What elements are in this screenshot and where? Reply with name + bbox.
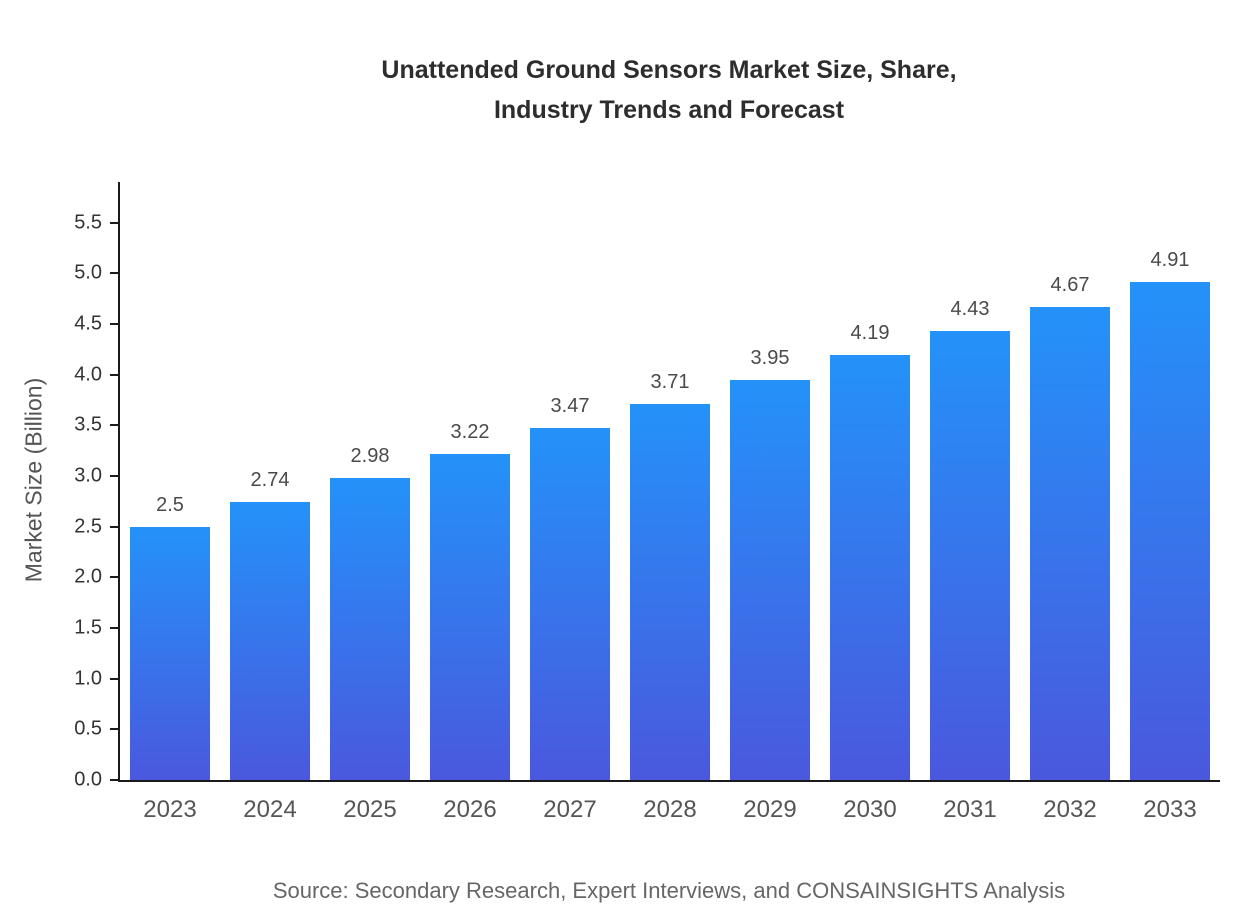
y-tick-label: 4.5 xyxy=(74,312,102,335)
bar xyxy=(1030,306,1110,780)
x-tick-label: 2033 xyxy=(1143,796,1197,823)
y-tick-label: 5.0 xyxy=(74,261,102,284)
y-tick-mark xyxy=(110,779,118,781)
y-tick-mark xyxy=(110,424,118,427)
bar-group: 2.74 2024 xyxy=(220,182,320,823)
y-tick-label: 4.0 xyxy=(74,363,102,386)
bar xyxy=(230,502,310,780)
bar-group: 4.43 2031 xyxy=(920,182,1020,823)
x-tick-label: 2023 xyxy=(143,796,197,823)
x-tick-label: 2029 xyxy=(743,796,797,823)
bar-group: 4.91 2033 xyxy=(1120,182,1220,823)
chart-title-line-1: Unattended Ground Sensors Market Size, S… xyxy=(381,56,957,84)
bar xyxy=(330,477,410,780)
bar-group: 3.71 2028 xyxy=(620,182,720,823)
bar xyxy=(430,453,510,780)
bar-value-label: 4.19 xyxy=(850,322,890,345)
bar-value-label: 2.5 xyxy=(156,493,184,516)
x-tick-label: 2032 xyxy=(1043,796,1097,823)
bar-value-label: 3.71 xyxy=(650,370,690,393)
x-tick-label: 2027 xyxy=(543,796,597,823)
y-tick-mark xyxy=(110,677,118,680)
y-tick-label: 2.0 xyxy=(74,565,102,588)
x-tick-label: 2026 xyxy=(443,796,497,823)
x-tick-label: 2031 xyxy=(943,796,997,823)
bar-value-label: 3.47 xyxy=(550,395,590,418)
bar-group: 2.5 2023 xyxy=(120,182,220,823)
bar xyxy=(630,403,710,780)
x-tick-label: 2024 xyxy=(243,796,297,823)
y-tick-mark xyxy=(110,576,118,579)
y-tick-label: 0.0 xyxy=(74,768,102,791)
bar-value-label: 3.95 xyxy=(750,346,790,369)
bar-group: 3.22 2026 xyxy=(420,182,520,823)
y-tick-label: 1.0 xyxy=(74,667,102,690)
x-tick-label: 2025 xyxy=(343,796,397,823)
x-tick-label: 2028 xyxy=(643,796,697,823)
y-tick-mark xyxy=(110,272,118,275)
y-tick-label: 5.5 xyxy=(74,211,102,234)
y-tick-mark xyxy=(110,373,118,376)
bar xyxy=(1130,282,1210,780)
y-tick-label: 3.0 xyxy=(74,464,102,487)
chart-title: Unattended Ground Sensors Market Size, S… xyxy=(118,50,1220,130)
chart-title-line-2: Industry Trends and Forecast xyxy=(493,96,845,124)
bar xyxy=(930,331,1010,780)
bar-group: 3.95 2029 xyxy=(720,182,820,823)
y-tick-label: 3.5 xyxy=(74,413,102,436)
bar-value-label: 2.74 xyxy=(250,469,290,492)
bar-value-label: 2.98 xyxy=(350,444,390,467)
source-note: Source: Secondary Research, Expert Inter… xyxy=(272,878,1066,903)
bar-value-label: 4.67 xyxy=(1050,273,1090,296)
bar xyxy=(530,428,610,780)
y-tick-mark xyxy=(110,525,118,528)
bar xyxy=(130,526,210,780)
bar-value-label: 4.43 xyxy=(950,298,990,320)
bar-group: 3.47 2027 xyxy=(520,182,620,823)
x-tick-label: 2030 xyxy=(843,796,897,823)
bar-group: 2.98 2025 xyxy=(320,182,420,823)
y-axis-title: Market Size (Billion) xyxy=(20,377,47,583)
plot-area: 0.0 0.5 1.0 1.5 2.0 2.5 3.0 3.5 4.0 4.5 5.0 5.5 2.5… xyxy=(74,182,1220,823)
bars-container: 2.5 2023 2.74 2024 2.98 2025 3.22 2026 3.47 2027 3… xyxy=(120,182,1220,823)
y-tick-mark xyxy=(110,322,118,325)
bar-value-label: 3.22 xyxy=(450,420,490,443)
y-tick-label: 0.5 xyxy=(74,717,102,740)
y-axis-ticks: 0.0 0.5 1.0 1.5 2.0 2.5 3.0 3.5 4.0 4.5 5.0 5.5 xyxy=(74,182,1220,791)
bar xyxy=(830,355,910,780)
y-tick-mark xyxy=(110,728,118,731)
y-tick-mark xyxy=(110,626,118,629)
bar-group: 4.67 2032 xyxy=(1020,182,1120,823)
bar-group: 4.19 2030 xyxy=(820,182,920,823)
bar xyxy=(730,379,810,780)
y-tick-label: 2.5 xyxy=(74,515,102,538)
y-tick-mark xyxy=(110,474,118,477)
y-tick-mark xyxy=(110,221,118,224)
y-tick-label: 1.5 xyxy=(74,616,102,639)
bar-value-label: 4.91 xyxy=(1150,249,1190,272)
